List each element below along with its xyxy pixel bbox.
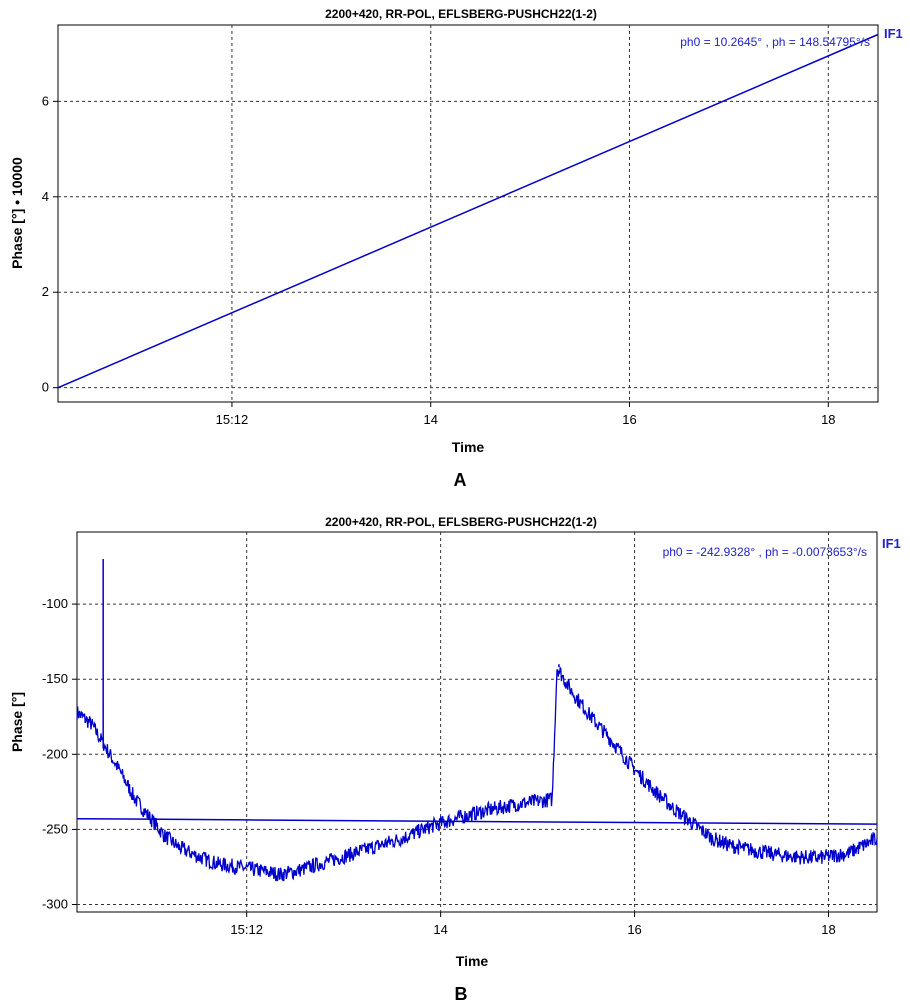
chart-b-plot-frame	[76, 531, 878, 913]
chart-a-if-label: IF1	[884, 26, 903, 41]
chart-b-y-tick-label: -150	[42, 671, 68, 686]
chart-a-title: 2200+420, RR-POL, EFLSBERG-PUSHCH22(1-2)	[325, 7, 597, 21]
chart-b-y-tick-label: -200	[42, 746, 68, 761]
chart-b-x-axis-label: Time	[456, 953, 489, 969]
chart-a-fit-annotation: ph0 = 10.2645° , ph = 148.54795°/s	[680, 35, 870, 49]
chart-b-phase-trace	[76, 666, 878, 882]
panel-a-label: A	[454, 470, 467, 490]
chart-b-title: 2200+420, RR-POL, EFLSBERG-PUSHCH22(1-2)	[325, 515, 597, 529]
chart-a-y-tick-label: 0	[42, 380, 49, 395]
panel-b-label: B	[455, 984, 468, 1004]
chart-a-y-tick-label: 6	[42, 93, 49, 108]
chart-a-x-axis-label: Time	[452, 439, 485, 455]
chart-a-x-tick-label: 16	[622, 412, 636, 427]
chart-b-y-axis-label: Phase [°]	[9, 692, 25, 752]
chart-b-fit-line	[76, 817, 878, 825]
chart-a-y-axis-label: Phase [°] • 10000	[9, 157, 25, 269]
chart-a-plot-frame	[57, 24, 879, 403]
chart-b-y-tick-label: -100	[42, 596, 68, 611]
chart-a-y-tick-label: 4	[42, 189, 49, 204]
chart-a-fit-line	[57, 33, 879, 389]
chart-b-x-tick-label: 14	[433, 922, 447, 937]
chart-a-y-tick-label: 2	[42, 284, 49, 299]
chart-b-if-label: IF1	[882, 536, 901, 551]
chart-a-x-tick-label: 14	[423, 412, 437, 427]
chart-a-x-tick-label: 18	[821, 412, 835, 427]
chart-b-x-tick-label: 15:12	[230, 922, 263, 937]
chart-b-x-tick-label: 18	[821, 922, 835, 937]
chart-a-x-tick-label: 15:12	[216, 412, 249, 427]
chart-b-x-tick-label: 16	[627, 922, 641, 937]
chart-b-y-tick-label: -250	[42, 821, 68, 836]
chart-b-y-tick-label: -300	[42, 896, 68, 911]
chart-b-fit-annotation: ph0 = -242.9328° , ph = -0.0073653°/s	[663, 545, 867, 559]
